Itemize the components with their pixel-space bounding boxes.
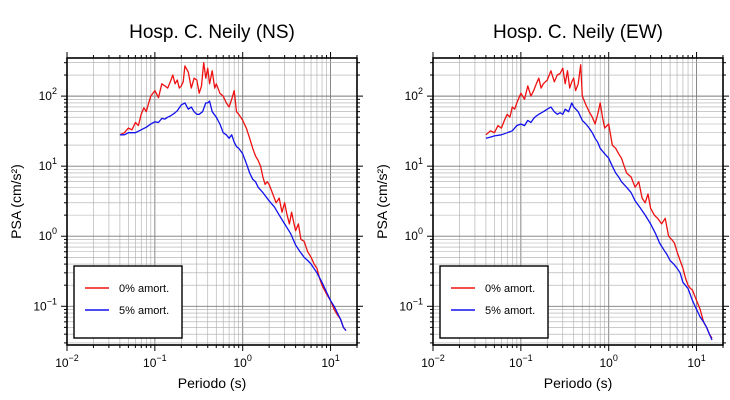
series-line-1 (485, 102, 713, 341)
legend-box (73, 265, 183, 339)
legend: 0% amort. 5% amort. (73, 265, 183, 339)
x-axis-label: Periodo (s) (544, 375, 612, 391)
y-axis-label-group: PSA (cm/s²) (374, 164, 390, 239)
y-tick-label: 101 (39, 156, 57, 173)
x-tick-label: 10−2 (421, 353, 445, 370)
y-tick-label: 10−1 (33, 296, 57, 313)
legend-label-1: 5% amort. (119, 305, 169, 317)
y-tick-label: 101 (405, 156, 423, 173)
chart-panel-ew: 10−2 10−1 100 101 10−1 100 101 102 Hosp. C. Nei… (374, 22, 729, 391)
plot-frame (66, 57, 358, 346)
x-tick-label: 10−1 (143, 353, 167, 370)
y-tick-label: 100 (39, 226, 57, 243)
x-tick-label: 100 (234, 353, 252, 370)
series-lines (119, 62, 347, 332)
legend-label-0: 0% amort. (485, 283, 535, 295)
x-tick-label: 10−2 (55, 353, 79, 370)
x-tick-label: 100 (600, 353, 618, 370)
chart-title: Hosp. C. Neily (NS) (129, 22, 295, 43)
y-tick-label: 10−1 (399, 296, 423, 313)
x-tick-label: 101 (687, 353, 705, 370)
axis-ticks: 10−2 10−1 100 101 10−1 100 101 102 (33, 52, 363, 370)
y-axis-label: PSA (cm/s²) (374, 164, 390, 239)
legend-box (439, 265, 549, 339)
chart-panel-ns: 10−2 10−1 100 101 10−1 100 101 102 Hosp. C. Nei… (8, 22, 363, 391)
y-tick-label: 102 (39, 86, 57, 103)
y-tick-label: 100 (405, 226, 423, 243)
chart-title: Hosp. C. Neily (EW) (493, 22, 663, 43)
legend-label-1: 5% amort. (485, 305, 535, 317)
x-tick-label: 10−1 (509, 353, 533, 370)
series-line-1 (119, 100, 347, 332)
y-axis-label-group: PSA (cm/s²) (8, 164, 24, 239)
y-axis-label: PSA (cm/s²) (8, 164, 24, 239)
legend: 0% amort. 5% amort. (439, 265, 549, 339)
series-line-0 (485, 64, 713, 339)
legend-label-0: 0% amort. (119, 283, 169, 295)
series-line-0 (119, 62, 347, 332)
plot-frame (432, 57, 724, 346)
y-tick-label: 102 (405, 86, 423, 103)
x-tick-label: 101 (321, 353, 339, 370)
series-lines (485, 64, 713, 341)
x-axis-label: Periodo (s) (178, 375, 246, 391)
axis-ticks: 10−2 10−1 100 101 10−1 100 101 102 (399, 52, 729, 370)
grid-lines (66, 58, 358, 345)
